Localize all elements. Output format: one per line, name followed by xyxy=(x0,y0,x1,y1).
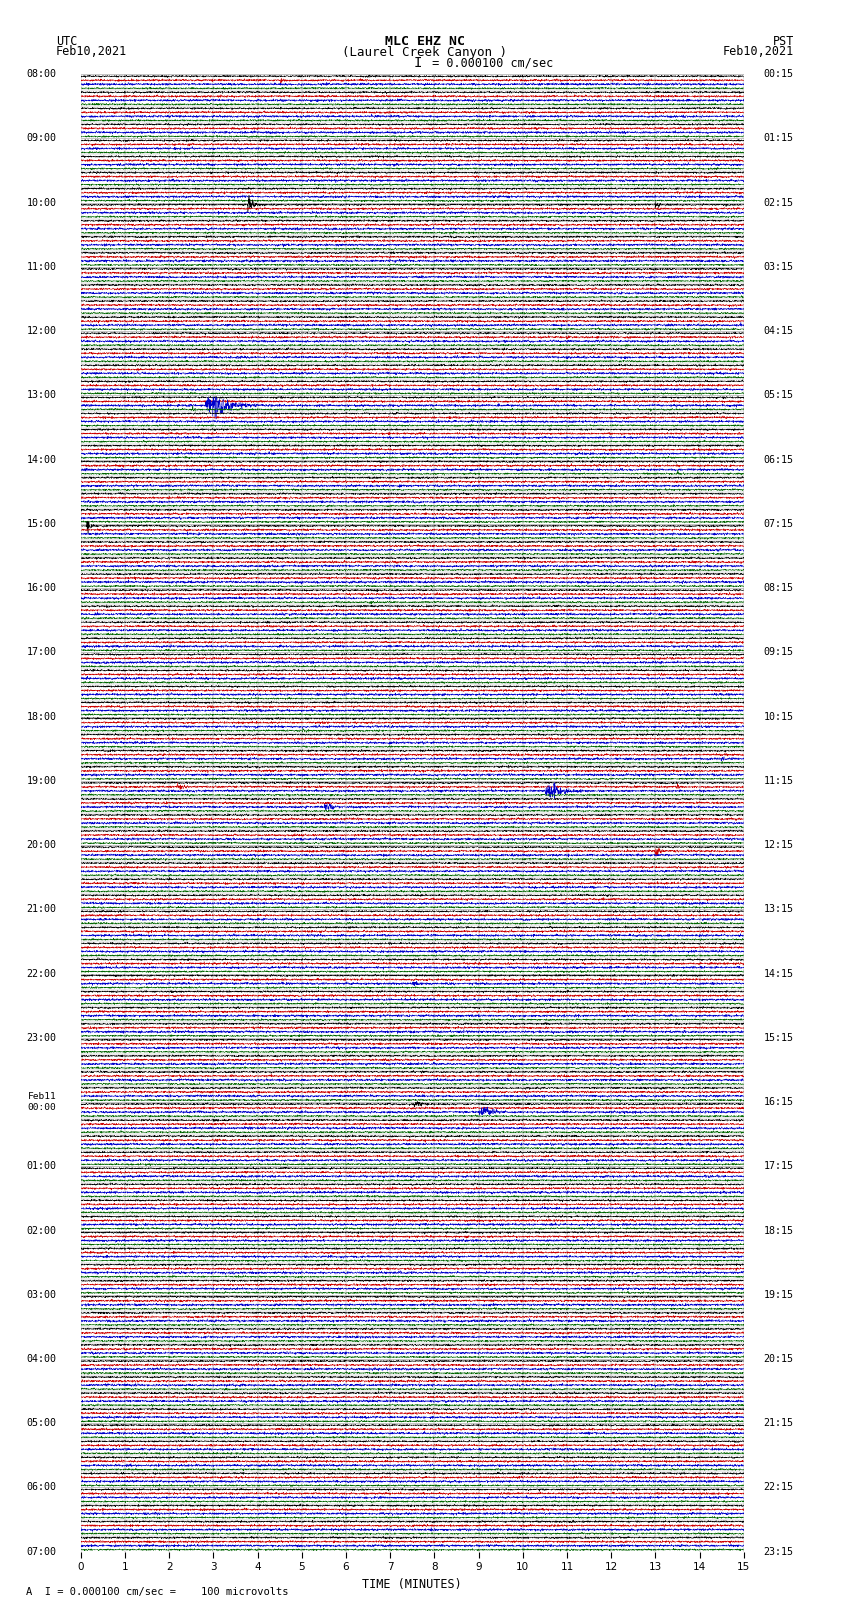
Text: 17:15: 17:15 xyxy=(763,1161,794,1171)
Text: 14:15: 14:15 xyxy=(763,968,794,979)
Text: 05:00: 05:00 xyxy=(26,1418,56,1428)
Text: 02:15: 02:15 xyxy=(763,198,794,208)
Text: (Laurel Creek Canyon ): (Laurel Creek Canyon ) xyxy=(343,45,507,60)
Text: 13:00: 13:00 xyxy=(26,390,56,400)
X-axis label: TIME (MINUTES): TIME (MINUTES) xyxy=(362,1578,462,1590)
Text: 00:15: 00:15 xyxy=(763,69,794,79)
Text: 18:00: 18:00 xyxy=(26,711,56,721)
Text: 12:15: 12:15 xyxy=(763,840,794,850)
Text: 08:00: 08:00 xyxy=(26,69,56,79)
Text: 14:00: 14:00 xyxy=(26,455,56,465)
Text: 23:15: 23:15 xyxy=(763,1547,794,1557)
Text: 07:00: 07:00 xyxy=(26,1547,56,1557)
Text: 04:15: 04:15 xyxy=(763,326,794,336)
Text: UTC: UTC xyxy=(56,35,77,48)
Text: 09:15: 09:15 xyxy=(763,647,794,658)
Text: 21:00: 21:00 xyxy=(26,905,56,915)
Text: 13:15: 13:15 xyxy=(763,905,794,915)
Text: 03:00: 03:00 xyxy=(26,1290,56,1300)
Text: 20:15: 20:15 xyxy=(763,1353,794,1365)
Text: 10:15: 10:15 xyxy=(763,711,794,721)
Text: A  I = 0.000100 cm/sec =    100 microvolts: A I = 0.000100 cm/sec = 100 microvolts xyxy=(26,1587,288,1597)
Text: 15:15: 15:15 xyxy=(763,1032,794,1042)
Text: 10:00: 10:00 xyxy=(26,198,56,208)
Text: 21:15: 21:15 xyxy=(763,1418,794,1428)
Text: 03:15: 03:15 xyxy=(763,261,794,273)
Text: I: I xyxy=(414,56,422,71)
Text: 16:15: 16:15 xyxy=(763,1097,794,1107)
Text: Feb11
00:00: Feb11 00:00 xyxy=(28,1092,56,1111)
Text: 08:15: 08:15 xyxy=(763,584,794,594)
Text: 19:15: 19:15 xyxy=(763,1290,794,1300)
Text: 18:15: 18:15 xyxy=(763,1226,794,1236)
Text: 16:00: 16:00 xyxy=(26,584,56,594)
Text: 11:00: 11:00 xyxy=(26,261,56,273)
Text: PST: PST xyxy=(773,35,794,48)
Text: 17:00: 17:00 xyxy=(26,647,56,658)
Text: 07:15: 07:15 xyxy=(763,519,794,529)
Text: 05:15: 05:15 xyxy=(763,390,794,400)
Text: 11:15: 11:15 xyxy=(763,776,794,786)
Text: Feb10,2021: Feb10,2021 xyxy=(722,45,794,58)
Text: 22:00: 22:00 xyxy=(26,968,56,979)
Text: 22:15: 22:15 xyxy=(763,1482,794,1492)
Text: 01:15: 01:15 xyxy=(763,134,794,144)
Text: 23:00: 23:00 xyxy=(26,1032,56,1042)
Text: 02:00: 02:00 xyxy=(26,1226,56,1236)
Text: 09:00: 09:00 xyxy=(26,134,56,144)
Text: Feb10,2021: Feb10,2021 xyxy=(56,45,128,58)
Text: 19:00: 19:00 xyxy=(26,776,56,786)
Text: 20:00: 20:00 xyxy=(26,840,56,850)
Text: = 0.000100 cm/sec: = 0.000100 cm/sec xyxy=(425,56,553,69)
Text: 04:00: 04:00 xyxy=(26,1353,56,1365)
Text: 15:00: 15:00 xyxy=(26,519,56,529)
Text: 06:00: 06:00 xyxy=(26,1482,56,1492)
Text: 06:15: 06:15 xyxy=(763,455,794,465)
Text: 12:00: 12:00 xyxy=(26,326,56,336)
Text: 01:00: 01:00 xyxy=(26,1161,56,1171)
Text: MLC EHZ NC: MLC EHZ NC xyxy=(385,35,465,48)
